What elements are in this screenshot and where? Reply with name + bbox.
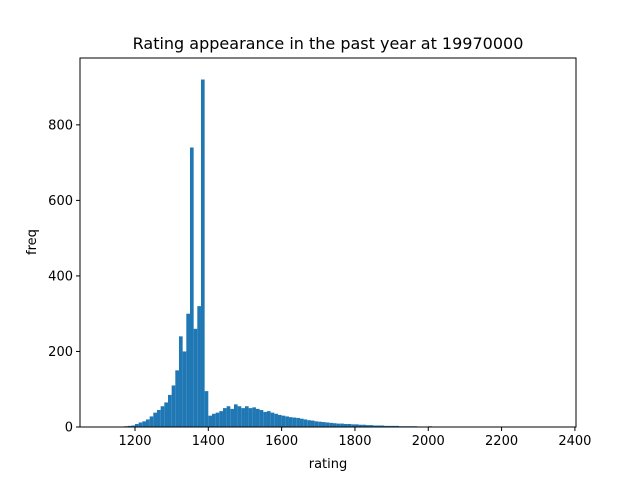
bar (248, 408, 253, 427)
bar (391, 425, 396, 427)
bar (288, 417, 293, 427)
bar (200, 79, 205, 428)
bar (277, 414, 282, 427)
bar (160, 406, 165, 427)
bar (153, 412, 157, 427)
bar (387, 425, 392, 427)
bar (127, 425, 132, 427)
bar (347, 423, 352, 427)
bar (329, 422, 333, 427)
bar (285, 416, 289, 427)
bar (211, 413, 216, 427)
bar (182, 351, 187, 427)
bar (244, 406, 249, 427)
bar (233, 404, 238, 427)
bar (292, 417, 297, 427)
bar (380, 425, 385, 427)
bar (362, 424, 366, 427)
bar (208, 415, 212, 427)
bar (281, 415, 286, 427)
y-tick-label: 800 (48, 118, 73, 133)
bar (189, 147, 194, 427)
bar (226, 406, 231, 427)
bar (354, 424, 359, 427)
y-axis-label: freq (25, 229, 40, 255)
bar (336, 423, 341, 427)
bar (197, 306, 201, 427)
bar (395, 425, 399, 427)
bar (274, 413, 278, 427)
bar (241, 408, 245, 427)
bar (373, 425, 377, 427)
chart-title: Rating appearance in the past year at 19… (133, 34, 524, 53)
bar (266, 411, 271, 427)
bar (376, 425, 381, 427)
bar (204, 391, 209, 427)
bar (138, 422, 143, 427)
bar (145, 419, 150, 427)
x-tick-label: 1400 (192, 434, 225, 449)
bar (263, 411, 267, 427)
bar (255, 408, 260, 427)
bar (186, 313, 190, 427)
bar (164, 402, 168, 427)
bar (332, 423, 337, 427)
plot-frame (79, 57, 577, 428)
bar (156, 410, 161, 427)
x-tick-label: 1200 (118, 434, 151, 449)
bar (384, 425, 388, 427)
bar (219, 411, 223, 427)
bar (175, 370, 179, 427)
bar (230, 408, 234, 427)
bar (259, 410, 264, 427)
bar (358, 424, 363, 427)
y-tick-label: 600 (48, 194, 73, 209)
x-tick-label: 1800 (338, 434, 371, 449)
bar (307, 420, 311, 427)
bar (237, 406, 242, 427)
bar (171, 385, 176, 427)
x-tick-label: 2400 (558, 434, 591, 449)
bar (365, 425, 370, 427)
bar (270, 412, 275, 427)
bar (252, 407, 256, 427)
bar (178, 336, 183, 427)
bar (149, 416, 154, 427)
bar (340, 423, 344, 427)
bar (303, 419, 308, 427)
bar (310, 420, 315, 427)
bar (142, 421, 146, 427)
bar (321, 422, 326, 427)
x-tick-label: 2000 (412, 434, 445, 449)
bar (193, 328, 198, 427)
y-tick-label: 0 (65, 421, 73, 436)
bar (167, 394, 172, 427)
bar (296, 417, 300, 427)
bar (351, 424, 355, 427)
y-tick-label: 200 (48, 345, 73, 360)
bar (299, 418, 304, 427)
bar (314, 421, 319, 427)
x-tick-label: 1600 (265, 434, 298, 449)
x-tick-label: 2200 (485, 434, 518, 449)
bar (369, 425, 374, 427)
bar (131, 425, 135, 427)
bar (222, 408, 227, 427)
bar (343, 423, 348, 427)
bar (215, 412, 220, 427)
y-tick-label: 400 (48, 269, 73, 284)
x-axis-label: rating (309, 457, 348, 472)
bar (325, 422, 330, 427)
bar (318, 421, 322, 427)
bar (134, 423, 139, 427)
